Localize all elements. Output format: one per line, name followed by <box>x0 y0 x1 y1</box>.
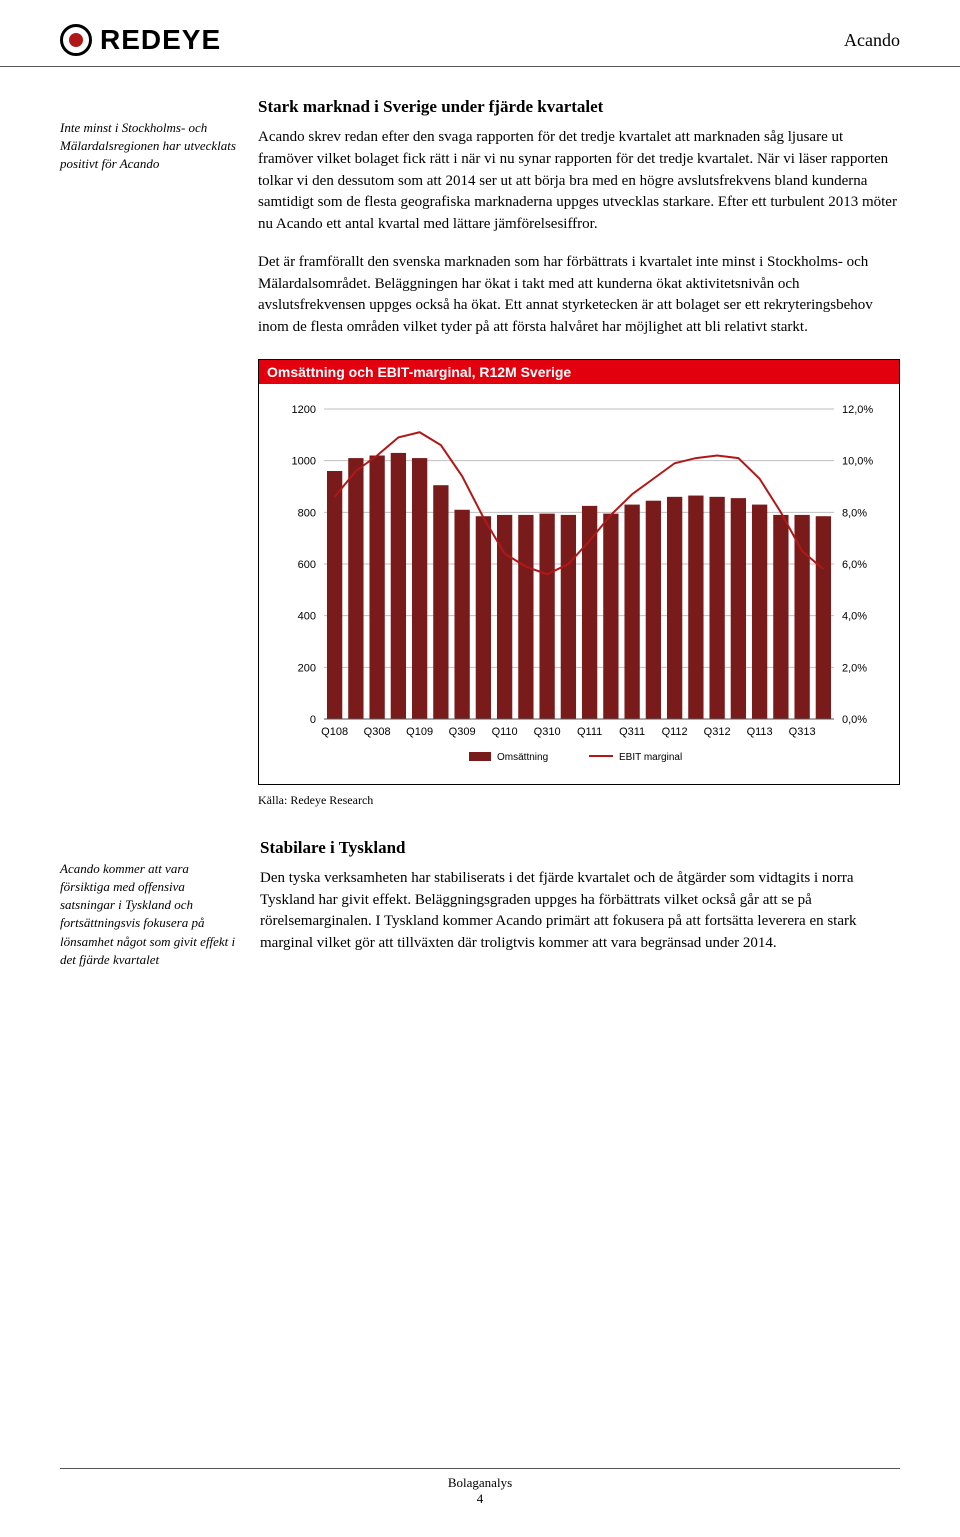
svg-text:Q110: Q110 <box>492 726 518 738</box>
page-header: REDEYE Acando <box>0 0 960 67</box>
svg-text:1200: 1200 <box>292 404 316 416</box>
page-footer: Bolaganalys 4 <box>60 1468 900 1507</box>
svg-text:2,0%: 2,0% <box>842 662 867 674</box>
chart-container: Omsättning och EBIT-marginal, R12M Sveri… <box>258 359 900 785</box>
svg-text:800: 800 <box>298 507 316 519</box>
section2-p1: Den tyska verksamheten har stabiliserats… <box>260 868 900 955</box>
chart-source: Källa: Redeye Research <box>258 793 900 808</box>
svg-text:12,0%: 12,0% <box>842 404 873 416</box>
svg-text:EBIT marginal: EBIT marginal <box>619 752 682 763</box>
svg-text:Q111: Q111 <box>577 726 602 738</box>
svg-text:Q308: Q308 <box>364 726 391 738</box>
svg-text:Q109: Q109 <box>406 726 433 738</box>
company-name: Acando <box>844 30 900 51</box>
svg-text:600: 600 <box>298 559 316 571</box>
svg-text:4,0%: 4,0% <box>842 610 867 622</box>
footer-page: 4 <box>60 1491 900 1507</box>
brand-text: REDEYE <box>100 24 221 56</box>
sidebar-note-2: Acando kommer att vara försiktiga med of… <box>60 838 240 971</box>
section1-p2: Det är framförallt den svenska marknaden… <box>258 252 900 339</box>
svg-text:Q310: Q310 <box>534 726 561 738</box>
svg-text:Q108: Q108 <box>321 726 348 738</box>
section2-title: Stabilare i Tyskland <box>260 838 900 858</box>
svg-text:Q312: Q312 <box>704 726 731 738</box>
svg-text:0,0%: 0,0% <box>842 714 867 726</box>
svg-text:10,0%: 10,0% <box>842 455 873 467</box>
section1-title: Stark marknad i Sverige under fjärde kva… <box>258 97 900 117</box>
svg-text:Omsättning: Omsättning <box>497 752 548 763</box>
brand-logo: REDEYE <box>60 24 221 56</box>
svg-text:6,0%: 6,0% <box>842 559 867 571</box>
svg-text:8,0%: 8,0% <box>842 507 867 519</box>
redeye-icon <box>60 24 92 56</box>
svg-text:200: 200 <box>298 662 316 674</box>
svg-text:Q113: Q113 <box>747 726 773 738</box>
svg-text:Q313: Q313 <box>789 726 816 738</box>
footer-label: Bolaganalys <box>60 1475 900 1491</box>
chart-svg: 0 0,0% 200 2,0% 400 4,0% 600 6,0% 800 8,0% 1000 10,… <box>269 394 889 774</box>
svg-text:1000: 1000 <box>292 455 316 467</box>
section1-p1: Acando skrev redan efter den svaga rappo… <box>258 127 900 236</box>
svg-text:Q311: Q311 <box>619 726 645 738</box>
svg-text:400: 400 <box>298 610 316 622</box>
svg-text:Q309: Q309 <box>449 726 476 738</box>
sidebar-note-1: Inte minst i Stockholms- och Mälardalsre… <box>60 97 238 808</box>
chart-title: Omsättning och EBIT-marginal, R12M Sveri… <box>259 360 899 384</box>
svg-text:0: 0 <box>310 714 316 726</box>
svg-text:Q112: Q112 <box>662 726 688 738</box>
